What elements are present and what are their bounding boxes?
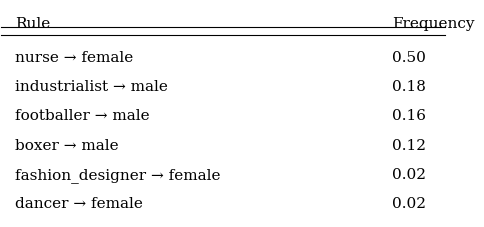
- Text: 0.02: 0.02: [392, 196, 426, 210]
- Text: Frequency: Frequency: [392, 17, 474, 31]
- Text: 0.12: 0.12: [392, 138, 426, 152]
- Text: 0.50: 0.50: [392, 51, 426, 65]
- Text: nurse → female: nurse → female: [15, 51, 133, 65]
- Text: fashion_designer → female: fashion_designer → female: [15, 167, 220, 182]
- Text: 0.18: 0.18: [392, 80, 426, 94]
- Text: footballer → male: footballer → male: [15, 109, 150, 123]
- Text: 0.02: 0.02: [392, 167, 426, 181]
- Text: dancer → female: dancer → female: [15, 196, 143, 210]
- Text: industrialist → male: industrialist → male: [15, 80, 167, 94]
- Text: boxer → male: boxer → male: [15, 138, 118, 152]
- Text: Rule: Rule: [15, 17, 50, 31]
- Text: 0.16: 0.16: [392, 109, 426, 123]
